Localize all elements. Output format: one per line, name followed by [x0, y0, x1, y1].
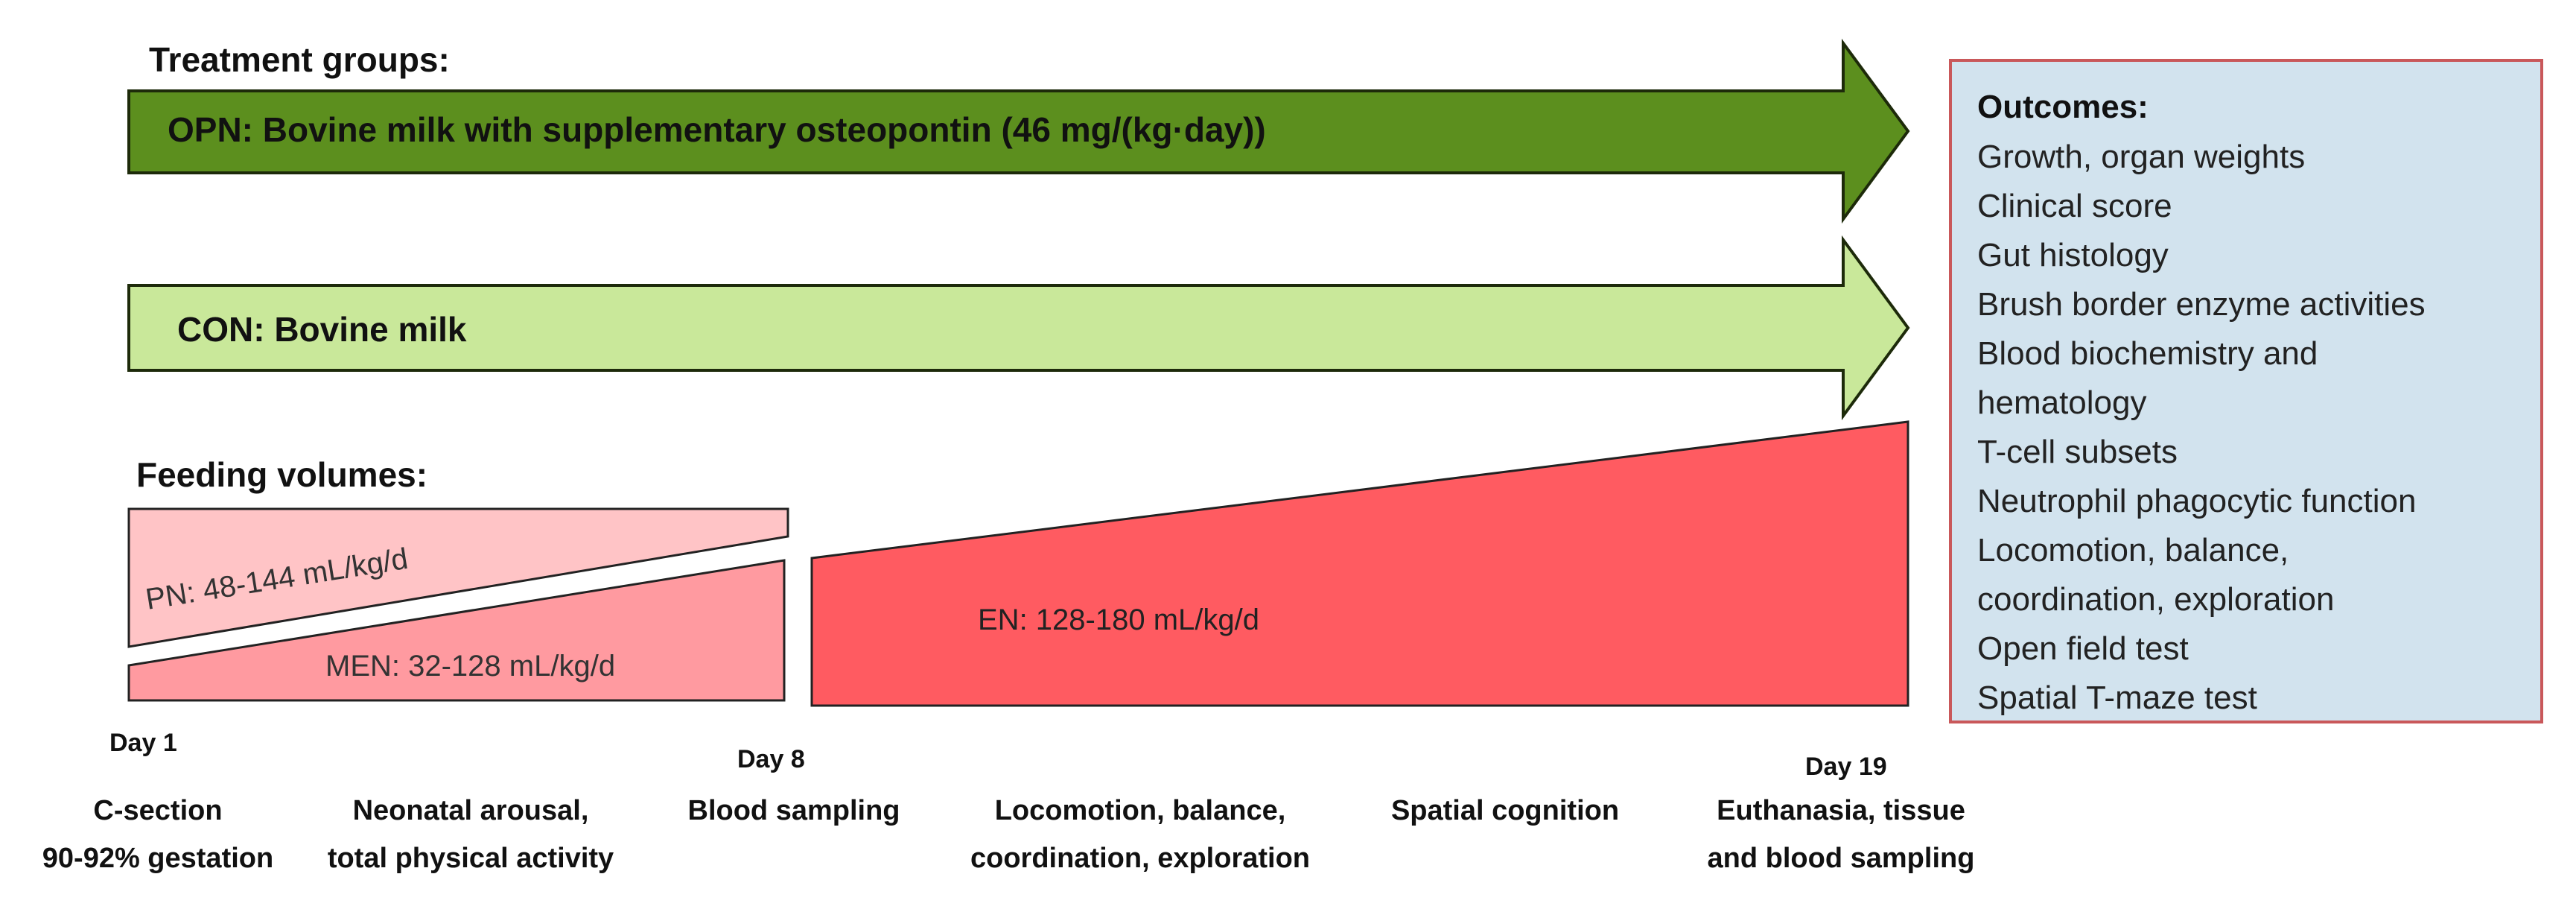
- timeline-event-line: C-section: [93, 795, 222, 826]
- outcome-item: Growth, organ weights: [1977, 139, 2305, 175]
- day8-label: Day 8: [737, 745, 805, 773]
- outcome-item: Open field test: [1977, 630, 2189, 667]
- outcome-item: Locomotion, balance,: [1977, 532, 2289, 569]
- day19-label: Day 19: [1805, 753, 1887, 781]
- outcome-item: Neutrophil phagocytic function: [1977, 483, 2416, 519]
- outcomes-box: [1949, 59, 2543, 723]
- opn-arrow: [127, 38, 1910, 224]
- outcome-item: Gut histology: [1977, 237, 2169, 273]
- opn-label: OPN: Bovine milk with supplementary oste…: [168, 110, 1266, 149]
- timeline-event-line: Spatial cognition: [1391, 795, 1619, 826]
- timeline-event-line: coordination, exploration: [970, 843, 1310, 874]
- en-label: EN: 128-180 mL/kg/d: [978, 604, 1259, 636]
- outcomes-title: Outcomes:: [1977, 89, 2149, 125]
- timeline-event-line: Neonatal arousal,: [353, 795, 589, 826]
- outcome-item: Spatial T-maze test: [1977, 680, 2257, 716]
- timeline-event-line: Locomotion, balance,: [995, 795, 1286, 826]
- men-label: MEN: 32-128 mL/kg/d: [325, 650, 615, 683]
- outcome-item: Clinical score: [1977, 188, 2172, 224]
- timeline-event-line: 90-92% gestation: [42, 843, 273, 874]
- outcome-item: Blood biochemistry and: [1977, 335, 2318, 372]
- timeline-event-line: Blood sampling: [688, 795, 900, 826]
- pn-wedge: [127, 507, 789, 648]
- feeding-volumes-heading: Feeding volumes:: [136, 455, 427, 494]
- treatment-groups-heading: Treatment groups:: [149, 40, 450, 79]
- timeline-event-line: and blood sampling: [1708, 843, 1975, 874]
- con-label: CON: Bovine milk: [177, 310, 467, 349]
- day1-label: Day 1: [109, 729, 177, 757]
- outcome-item: T-cell subsets: [1977, 434, 2178, 470]
- timeline-event-line: total physical activity: [328, 843, 614, 874]
- outcome-item: hematology: [1977, 384, 2146, 421]
- outcome-item: coordination, exploration: [1977, 581, 2334, 618]
- con-arrow: [127, 235, 1910, 421]
- en-wedge: [810, 420, 1909, 707]
- timeline-event-line: Euthanasia, tissue: [1717, 795, 1965, 826]
- men-wedge: [127, 559, 786, 702]
- timeline-events: C-section 90-92% gestation Neonatal arousa…: [42, 795, 1975, 874]
- outcome-item: Brush border enzyme activities: [1977, 286, 2426, 323]
- outcomes-list: Growth, organ weights Clinical score Gut h…: [1977, 139, 2426, 716]
